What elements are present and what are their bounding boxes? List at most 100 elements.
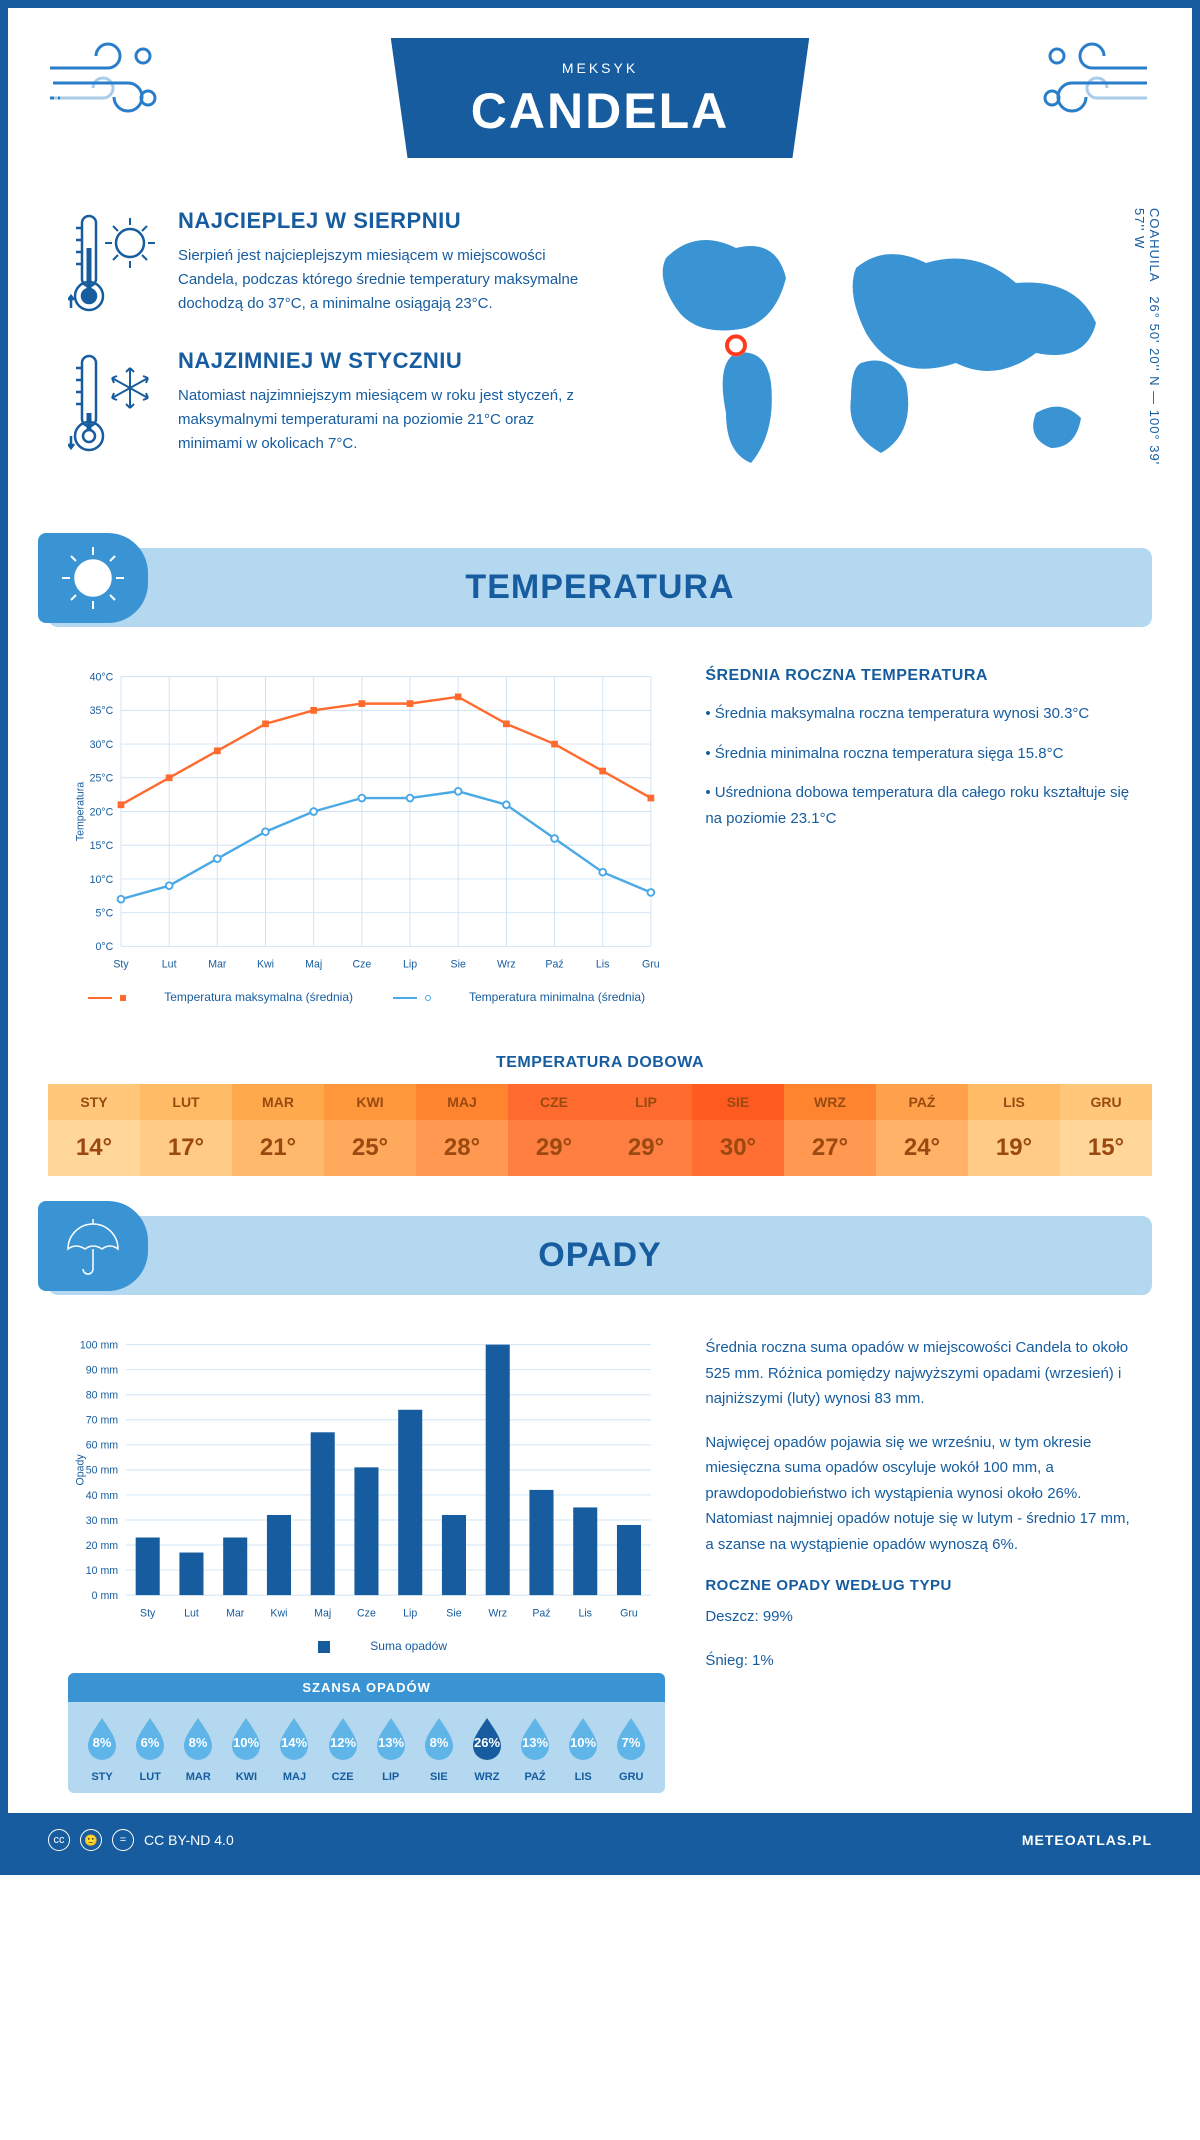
umbrella-icon — [38, 1201, 148, 1291]
svg-text:8%: 8% — [429, 1735, 448, 1750]
heat-cell: MAJ 28° — [416, 1084, 508, 1176]
temperature-legend: Temperatura maksymalna (średnia) Tempera… — [68, 990, 665, 1004]
fact-hot-text: Sierpień jest najcieplejszym miesiącem w… — [178, 244, 580, 316]
world-map — [620, 218, 1132, 478]
heat-cell: PAŹ 24° — [876, 1084, 968, 1176]
svg-text:20 mm: 20 mm — [86, 1540, 119, 1552]
by-icon: 🙂 — [80, 1829, 102, 1851]
svg-text:Kwi: Kwi — [270, 1608, 287, 1620]
footer: cc 🙂 = CC BY-ND 4.0 METEOATLAS.PL — [8, 1813, 1192, 1867]
svg-text:40°C: 40°C — [90, 671, 114, 683]
svg-text:50 mm: 50 mm — [86, 1465, 119, 1477]
heat-cell: LUT 17° — [140, 1084, 232, 1176]
heat-cell: KWI 25° — [324, 1084, 416, 1176]
fact-hottest: NAJCIEPLEJ W SIERPNIU Sierpień jest najc… — [68, 208, 580, 318]
svg-text:Sie: Sie — [446, 1608, 461, 1620]
chance-drop: 10% KWI — [222, 1716, 270, 1783]
svg-text:90 mm: 90 mm — [86, 1365, 119, 1377]
svg-text:100 mm: 100 mm — [80, 1340, 118, 1352]
svg-text:Kwi: Kwi — [257, 959, 274, 971]
svg-text:30°C: 30°C — [90, 739, 114, 751]
chance-title: SZANSA OPADÓW — [68, 1673, 665, 1702]
chance-drop: 10% LIS — [559, 1716, 607, 1783]
page-title: CANDELA — [471, 82, 729, 140]
svg-text:Cze: Cze — [357, 1608, 376, 1620]
temp-summary-line: Średnia maksymalna roczna temperatura wy… — [705, 701, 1132, 727]
temperature-chart-wrap: 0°C5°C10°C15°C20°C25°C30°C35°C40°CStyLut… — [68, 667, 665, 1004]
svg-text:Opady: Opady — [74, 1454, 86, 1486]
svg-text:30 mm: 30 mm — [86, 1515, 119, 1527]
intro-section: NAJCIEPLEJ W SIERPNIU Sierpień jest najc… — [8, 178, 1192, 528]
precipitation-chart-wrap: 0 mm10 mm20 mm30 mm40 mm50 mm60 mm70 mm8… — [68, 1335, 665, 1793]
svg-text:Paź: Paź — [545, 959, 563, 971]
chance-drop: 6% LUT — [126, 1716, 174, 1783]
svg-text:25°C: 25°C — [90, 773, 114, 785]
precipitation-legend: Suma opadów — [68, 1639, 665, 1653]
temp-summary-line: Uśredniona dobowa temperatura dla całego… — [705, 780, 1132, 831]
svg-text:Mar: Mar — [226, 1608, 245, 1620]
svg-text:Maj: Maj — [305, 959, 322, 971]
header: CANDELA MEKSYK — [8, 8, 1192, 178]
svg-text:5°C: 5°C — [96, 908, 114, 920]
sun-icon — [38, 533, 148, 623]
precip-p2: Najwięcej opadów pojawia się we wrześniu… — [705, 1430, 1132, 1558]
precipitation-block: 0 mm10 mm20 mm30 mm40 mm50 mm60 mm70 mm8… — [8, 1295, 1192, 1813]
svg-text:8%: 8% — [93, 1735, 112, 1750]
chance-drop: 8% MAR — [174, 1716, 222, 1783]
footer-site: METEOATLAS.PL — [1022, 1832, 1152, 1848]
chance-drop: 7% GRU — [607, 1716, 655, 1783]
thermometer-sun-icon — [68, 208, 158, 318]
svg-text:40 mm: 40 mm — [86, 1490, 119, 1502]
section-title-precipitation: OPADY — [78, 1236, 1122, 1275]
svg-text:12%: 12% — [330, 1735, 356, 1750]
title-banner: CANDELA MEKSYK — [391, 38, 809, 158]
chance-drop: 12% CZE — [319, 1716, 367, 1783]
svg-text:Cze: Cze — [352, 959, 371, 971]
intro-facts: NAJCIEPLEJ W SIERPNIU Sierpień jest najc… — [68, 208, 580, 488]
svg-text:26%: 26% — [474, 1735, 500, 1750]
temp-summary-title: ŚREDNIA ROCZNA TEMPERATURA — [705, 667, 1132, 685]
svg-text:Paź: Paź — [532, 1608, 550, 1620]
heat-cell: SIE 30° — [692, 1084, 784, 1176]
fact-coldest: NAJZIMNIEJ W STYCZNIU Natomiast najzimni… — [68, 348, 580, 458]
temperature-line-chart: 0°C5°C10°C15°C20°C25°C30°C35°C40°CStyLut… — [68, 667, 665, 975]
section-banner-temperature: TEMPERATURA — [48, 548, 1152, 627]
svg-text:6%: 6% — [141, 1735, 160, 1750]
country-label: MEKSYK — [471, 60, 729, 76]
wind-icon-left — [48, 38, 168, 128]
svg-text:Lip: Lip — [403, 1608, 417, 1620]
section-banner-precipitation: OPADY — [48, 1216, 1152, 1295]
svg-text:Maj: Maj — [314, 1608, 331, 1620]
svg-text:Sty: Sty — [113, 959, 129, 971]
svg-text:14%: 14% — [281, 1735, 307, 1750]
svg-text:15°C: 15°C — [90, 840, 114, 852]
svg-text:13%: 13% — [378, 1735, 404, 1750]
temperature-block: 0°C5°C10°C15°C20°C25°C30°C35°C40°CStyLut… — [8, 627, 1192, 1024]
footer-license: cc 🙂 = CC BY-ND 4.0 — [48, 1829, 234, 1851]
fact-cold-title: NAJZIMNIEJ W STYCZNIU — [178, 348, 580, 374]
svg-text:Wrz: Wrz — [497, 959, 516, 971]
chance-body: 8% STY 6% LUT 8% MAR 10% KWI 14% MAJ 12% — [68, 1702, 665, 1793]
license-text: CC BY-ND 4.0 — [144, 1832, 234, 1848]
heat-cell: WRZ 27° — [784, 1084, 876, 1176]
chance-drop: 8% SIE — [415, 1716, 463, 1783]
svg-text:Gru: Gru — [642, 959, 660, 971]
heat-cell: STY 14° — [48, 1084, 140, 1176]
infographic-page: CANDELA MEKSYK — [0, 0, 1200, 1875]
precipitation-summary: Średnia roczna suma opadów w miejscowośc… — [705, 1335, 1132, 1793]
nd-icon: = — [112, 1829, 134, 1851]
chance-drop: 14% MAJ — [270, 1716, 318, 1783]
temperature-summary: ŚREDNIA ROCZNA TEMPERATURA Średnia maksy… — [705, 667, 1132, 1004]
svg-text:Lut: Lut — [162, 959, 177, 971]
svg-text:13%: 13% — [522, 1735, 548, 1750]
precip-p1: Średnia roczna suma opadów w miejscowośc… — [705, 1335, 1132, 1412]
chance-drop: 13% PAŹ — [511, 1716, 559, 1783]
svg-text:10°C: 10°C — [90, 874, 114, 886]
chance-drop: 26% WRZ — [463, 1716, 511, 1783]
svg-text:Wrz: Wrz — [488, 1608, 507, 1620]
svg-text:0 mm: 0 mm — [92, 1590, 119, 1602]
wind-icon-right — [1032, 38, 1152, 128]
svg-text:Lut: Lut — [184, 1608, 199, 1620]
daily-temp-heatrow: STY 14°LUT 17°MAR 21°KWI 25°MAJ 28°CZE 2… — [48, 1084, 1152, 1176]
temp-summary-line: Średnia minimalna roczna temperatura się… — [705, 741, 1132, 767]
